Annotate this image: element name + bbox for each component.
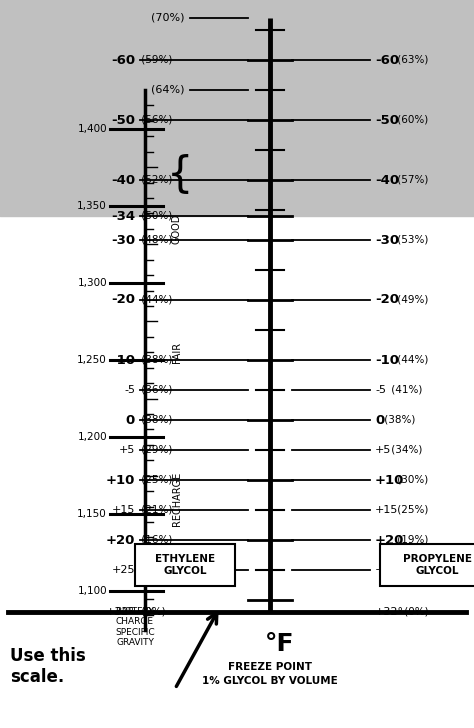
Text: +10: +10 bbox=[375, 473, 404, 486]
Text: (59%): (59%) bbox=[138, 55, 173, 65]
Text: RECHARGE: RECHARGE bbox=[172, 472, 182, 526]
Text: 1,150: 1,150 bbox=[77, 510, 107, 519]
Text: (25%): (25%) bbox=[394, 505, 429, 515]
Text: (50%): (50%) bbox=[138, 211, 172, 221]
Bar bbox=[135, 544, 235, 586]
Text: (60%): (60%) bbox=[394, 115, 429, 125]
Text: +5: +5 bbox=[118, 445, 135, 455]
Text: -10: -10 bbox=[375, 354, 399, 366]
Text: -5: -5 bbox=[124, 385, 135, 395]
Text: (49%): (49%) bbox=[394, 295, 429, 305]
Text: 1,350: 1,350 bbox=[77, 201, 107, 210]
Text: +25: +25 bbox=[375, 565, 399, 575]
Text: BATTERY
CHARGE
SPECIFIC
GRAVITY: BATTERY CHARGE SPECIFIC GRAVITY bbox=[115, 607, 155, 647]
Text: +20: +20 bbox=[375, 534, 404, 547]
Text: +10: +10 bbox=[106, 473, 135, 486]
Text: Use this
scale.: Use this scale. bbox=[10, 647, 86, 687]
Text: (44%): (44%) bbox=[394, 355, 429, 365]
Text: +15: +15 bbox=[111, 505, 135, 515]
Text: (44%): (44%) bbox=[138, 295, 173, 305]
Text: 0: 0 bbox=[375, 414, 384, 427]
Text: FREEZE POINT: FREEZE POINT bbox=[228, 662, 312, 672]
Text: 0: 0 bbox=[126, 414, 135, 427]
Text: (21%): (21%) bbox=[138, 505, 173, 515]
Text: 1,200: 1,200 bbox=[77, 432, 107, 442]
Text: (38%): (38%) bbox=[138, 415, 173, 425]
Text: (36%): (36%) bbox=[138, 385, 173, 395]
Text: -5: -5 bbox=[375, 385, 386, 395]
Text: 1% GLYCOL BY VOLUME: 1% GLYCOL BY VOLUME bbox=[202, 676, 338, 686]
Text: 1,100: 1,100 bbox=[77, 587, 107, 596]
Text: (53%): (53%) bbox=[394, 235, 429, 245]
Text: ETHYLENE
GLYCOL: ETHYLENE GLYCOL bbox=[155, 554, 215, 576]
Text: -30: -30 bbox=[111, 234, 135, 247]
Text: -60: -60 bbox=[111, 53, 135, 66]
Text: -30: -30 bbox=[375, 234, 399, 247]
Text: (10%): (10%) bbox=[138, 565, 172, 575]
Text: +15: +15 bbox=[375, 505, 398, 515]
Text: (52%): (52%) bbox=[138, 175, 173, 185]
Text: (0%): (0%) bbox=[401, 607, 428, 617]
Text: (16%): (16%) bbox=[138, 535, 173, 545]
Text: -50: -50 bbox=[375, 114, 399, 127]
Text: 1,400: 1,400 bbox=[77, 124, 107, 133]
Text: PROPYLENE
GLYCOL: PROPYLENE GLYCOL bbox=[403, 554, 472, 576]
Text: GOOD: GOOD bbox=[172, 214, 182, 244]
Text: +25: +25 bbox=[111, 565, 135, 575]
Text: (63%): (63%) bbox=[394, 55, 429, 65]
Text: 1,250: 1,250 bbox=[77, 355, 107, 365]
Text: (34%): (34%) bbox=[388, 445, 422, 455]
Text: +32°: +32° bbox=[375, 607, 404, 617]
Text: -20: -20 bbox=[111, 293, 135, 306]
Text: (19%): (19%) bbox=[394, 535, 429, 545]
Text: -20: -20 bbox=[375, 293, 399, 306]
Text: -40: -40 bbox=[111, 173, 135, 186]
Text: 1,300: 1,300 bbox=[77, 278, 107, 288]
Text: (38%): (38%) bbox=[382, 415, 416, 425]
Text: +5: +5 bbox=[375, 445, 392, 455]
Text: -10: -10 bbox=[111, 354, 135, 366]
Text: (70%): (70%) bbox=[152, 13, 185, 23]
Text: (48%): (48%) bbox=[138, 235, 173, 245]
Text: (12%): (12%) bbox=[394, 565, 429, 575]
Text: (25%): (25%) bbox=[138, 475, 173, 485]
Text: {: { bbox=[167, 154, 193, 196]
Text: °F: °F bbox=[265, 632, 294, 656]
Text: -60: -60 bbox=[375, 53, 399, 66]
Text: (41%): (41%) bbox=[388, 385, 422, 395]
Text: -50: -50 bbox=[111, 114, 135, 127]
Text: (57%): (57%) bbox=[394, 175, 429, 185]
Text: (56%): (56%) bbox=[138, 115, 173, 125]
Text: +32°: +32° bbox=[106, 607, 135, 617]
Text: (0%): (0%) bbox=[138, 607, 165, 617]
Text: (30%): (30%) bbox=[394, 475, 429, 485]
Text: (29%): (29%) bbox=[138, 445, 173, 455]
Text: (64%): (64%) bbox=[152, 85, 185, 95]
Text: -34: -34 bbox=[111, 210, 135, 223]
Text: FAIR: FAIR bbox=[172, 341, 182, 363]
Text: -40: -40 bbox=[375, 173, 399, 186]
Text: +20: +20 bbox=[106, 534, 135, 547]
Bar bbox=[380, 544, 474, 586]
Text: (38%): (38%) bbox=[138, 355, 173, 365]
